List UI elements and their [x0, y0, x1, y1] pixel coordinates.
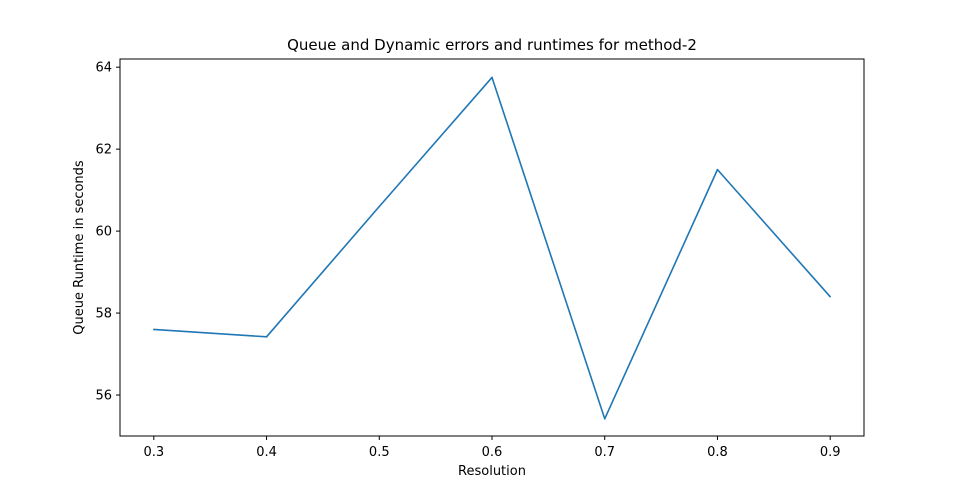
- y-tick-label: 64: [95, 61, 112, 76]
- y-tick-label: 60: [95, 225, 112, 240]
- y-tick-label: 58: [95, 307, 112, 322]
- x-tick-label: 0.7: [594, 445, 615, 460]
- series-group: [153, 76, 831, 420]
- x-tick-label: 0.6: [482, 445, 503, 460]
- x-axis-ticks: 0.3 0.4 0.5 0.6 0.7 0.8 0.9: [143, 436, 841, 460]
- x-tick-label: 0.8: [707, 445, 728, 460]
- y-tick-label: 62: [95, 143, 112, 158]
- plot-frame: [119, 58, 865, 437]
- y-axis-ticks: 56 58 60 62 64: [95, 61, 120, 404]
- chart-title: Queue and Dynamic errors and runtimes fo…: [287, 36, 697, 54]
- x-tick-label: 0.5: [369, 445, 390, 460]
- data-point: [491, 76, 493, 79]
- x-axis-label: Resolution: [458, 464, 526, 479]
- y-axis-label: Queue Runtime in seconds: [72, 160, 87, 335]
- series-line: [153, 76, 831, 420]
- data-point: [378, 205, 381, 208]
- x-tick-label: 0.3: [143, 445, 164, 460]
- x-tick-label: 0.4: [256, 445, 277, 460]
- data-point: [716, 168, 719, 171]
- data-point: [603, 417, 606, 420]
- data-point: [153, 328, 155, 331]
- y-tick-label: 56: [95, 389, 112, 404]
- x-tick-label: 0.9: [820, 445, 841, 460]
- data-point: [265, 336, 268, 338]
- data-point: [829, 295, 831, 298]
